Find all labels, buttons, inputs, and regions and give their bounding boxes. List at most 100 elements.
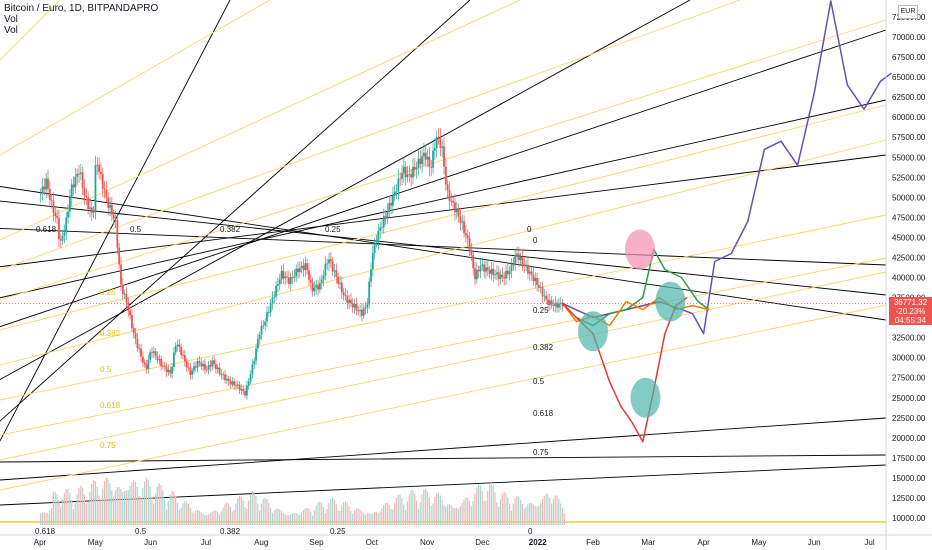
candle-body [258,334,261,340]
candle-body [360,309,363,316]
candle-body [121,284,124,295]
candle-body [167,369,170,373]
candle-body [79,172,82,174]
volume-bar [118,487,120,525]
candle-body [485,267,487,272]
volume-bar [468,500,471,525]
candle-body [187,367,190,369]
projection-lines[interactable] [562,0,893,443]
volume-bar [370,513,372,525]
fibonacci-fan[interactable] [0,0,887,523]
volume-bar [149,486,151,525]
candle-body [359,309,361,311]
fan-line-black [0,227,887,266]
volume-bar [326,509,328,525]
candle-body [101,173,104,189]
volume-indicator-1[interactable]: Vol [4,14,18,25]
fan-line-yellow [0,104,887,331]
candle-body [317,285,319,290]
candle-body [419,158,422,165]
candle-body [194,366,197,368]
volume-bar [71,500,73,525]
volume-bar [134,481,137,525]
volume-bar [375,511,377,525]
volume-bar [372,513,374,525]
volume-bar [465,497,467,525]
candle-body [532,274,535,282]
candle-body [472,255,475,269]
volume-bar [123,490,126,525]
time-tick-label: Jul [864,538,874,547]
price-axis[interactable]: 10000.00 12500.00 15000.00 17500.00 20000.00… [885,0,926,550]
fan-line-black [0,186,887,321]
candle-body [114,218,117,220]
candle-body [193,366,195,371]
candle-body [90,207,93,213]
candle-body [78,173,80,175]
volume-bar [313,510,315,525]
candle-body [353,304,356,308]
volume-bar [105,477,107,525]
candle-body [56,215,59,219]
volume-bar [96,486,98,525]
time-axis[interactable]: Apr May Jun Jul Aug Sep Oct Nov Dec 2022 Feb Mar Apr… [0,534,932,547]
volume-bar [107,478,109,525]
volume-bar [162,490,164,525]
volume-bar [404,509,407,525]
candle-body [253,360,256,365]
candle-body [112,214,115,219]
candle-body [514,254,517,266]
candle-body [309,279,312,283]
candle-body [67,211,69,218]
candle-body [326,263,329,265]
volume-bar [352,513,354,525]
volume-bar [237,498,239,525]
volume-bar [233,509,235,525]
volume-bar [476,487,478,525]
fib-label: 0.75 [533,448,549,457]
volume-bar [231,511,233,525]
candle-body [423,152,425,157]
volume-bar [240,496,242,525]
fan-line-yellow [0,257,887,436]
volume-bar [258,510,261,525]
candle-body [105,190,108,198]
candle-body [390,202,392,206]
price-tick-label: 32500.00 [892,334,926,343]
currency-badge[interactable]: EUR [898,5,918,19]
candle-body [266,312,268,322]
highlight-circles[interactable] [578,229,686,418]
fan-line-black [0,454,887,463]
candle-body [191,370,194,375]
candle-body [39,193,42,195]
volume-bar [184,501,186,525]
symbol-title[interactable]: Bitcoin / Euro, 1D, BITPANDAPRO [4,3,159,14]
volume-bar [91,483,93,525]
candle-body [152,351,155,354]
volume-bar [302,510,304,525]
volume-bar [510,510,513,525]
candle-body [85,196,88,198]
candle-body [479,265,482,272]
candle-body [225,378,228,381]
volume-indicator-2[interactable]: Vol [4,25,18,36]
volume-bar [226,502,228,525]
volume-bar [443,505,445,525]
volume-bar [255,495,257,525]
volume-bar [193,512,195,525]
candle-body [154,351,157,357]
candle-body [229,381,232,385]
candle-body [98,164,100,172]
volume-bar [540,502,542,525]
volume-bar [543,495,545,525]
candle-body [63,232,66,236]
fan-line-yellow [0,304,887,491]
candle-body [437,137,440,139]
candle-body [329,259,332,262]
candle-body [384,215,387,217]
candle-body [497,272,500,279]
candle-body [269,303,272,313]
fib-label: 0.382 [220,225,241,234]
highlight-ellipse [655,281,686,322]
